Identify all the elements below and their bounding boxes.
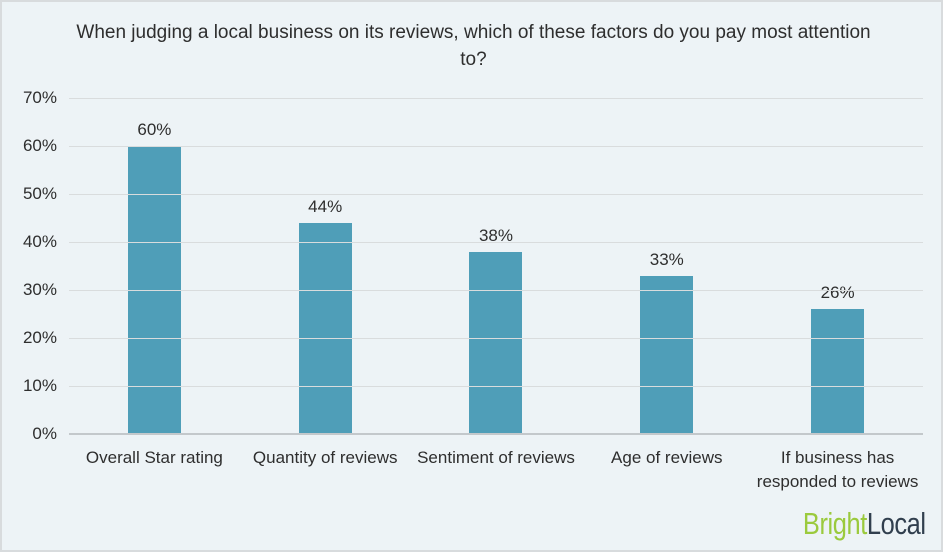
- brand-name-second: Local: [867, 506, 926, 541]
- bar-column-quantity-of-reviews: 44%: [240, 98, 411, 434]
- chart-title: When judging a local business on its rev…: [76, 22, 871, 70]
- bar-quantity-of-reviews: [298, 222, 352, 434]
- bar-value-label: 38%: [478, 225, 513, 245]
- x-axis-category-label: Quantity of reviews: [252, 448, 398, 467]
- y-axis-tick-label: 60%: [22, 136, 57, 155]
- x-axis-category-label: Age of reviews: [611, 448, 723, 467]
- gridline: [69, 98, 923, 99]
- gridline: [69, 338, 923, 339]
- bar-column-sentiment-of-reviews: 38%: [411, 98, 582, 434]
- bar-column-overall-star-rating: 60%: [69, 98, 240, 434]
- brightlocal-logo: BrightLocal: [803, 506, 926, 542]
- y-axis-tick-label: 70%: [22, 88, 57, 107]
- y-axis-tick-label: 10%: [22, 376, 57, 395]
- y-axis: 0% 10% 20% 30% 40% 50% 60% 70%: [2, 2, 57, 550]
- bar-value-label: 60%: [137, 120, 172, 139]
- bar-value-label: 26%: [820, 283, 855, 303]
- bar-value-label: 44%: [308, 196, 343, 216]
- gridline: [69, 242, 923, 243]
- gridline: [69, 146, 923, 147]
- bar-value-label: 33%: [649, 249, 684, 269]
- y-axis-tick-label: 40%: [22, 232, 57, 251]
- x-axis-baseline: [69, 433, 923, 435]
- x-axis-category-label: If business has responded to reviews: [756, 448, 919, 491]
- bar-age-of-reviews: [640, 275, 694, 434]
- bars-layer: 60% 44% 38% 33% 26%: [69, 98, 923, 434]
- x-axis-category-label: Overall Star rating: [85, 448, 223, 467]
- x-axis: Overall Star rating Quantity of reviews Se…: [69, 446, 923, 494]
- y-axis-tick-label: 50%: [22, 184, 57, 203]
- bar-sentiment-of-reviews: [469, 251, 523, 434]
- gridline: [69, 386, 923, 387]
- bar-if-business-has-responded-to-reviews: [811, 309, 865, 434]
- y-axis-tick-label: 30%: [22, 280, 57, 299]
- gridline: [69, 194, 923, 195]
- y-axis-tick-label: 0%: [32, 424, 57, 443]
- y-axis-tick-label: 20%: [22, 328, 57, 347]
- gridline: [69, 290, 923, 291]
- bar-column-age-of-reviews: 33%: [581, 98, 752, 434]
- bar-column-if-business-has-responded-to-reviews: 26%: [752, 98, 923, 434]
- x-axis-category-label: Sentiment of reviews: [417, 448, 575, 467]
- brand-name-first: Bright: [803, 506, 868, 541]
- plot-area: 60% 44% 38% 33% 26%: [69, 98, 923, 435]
